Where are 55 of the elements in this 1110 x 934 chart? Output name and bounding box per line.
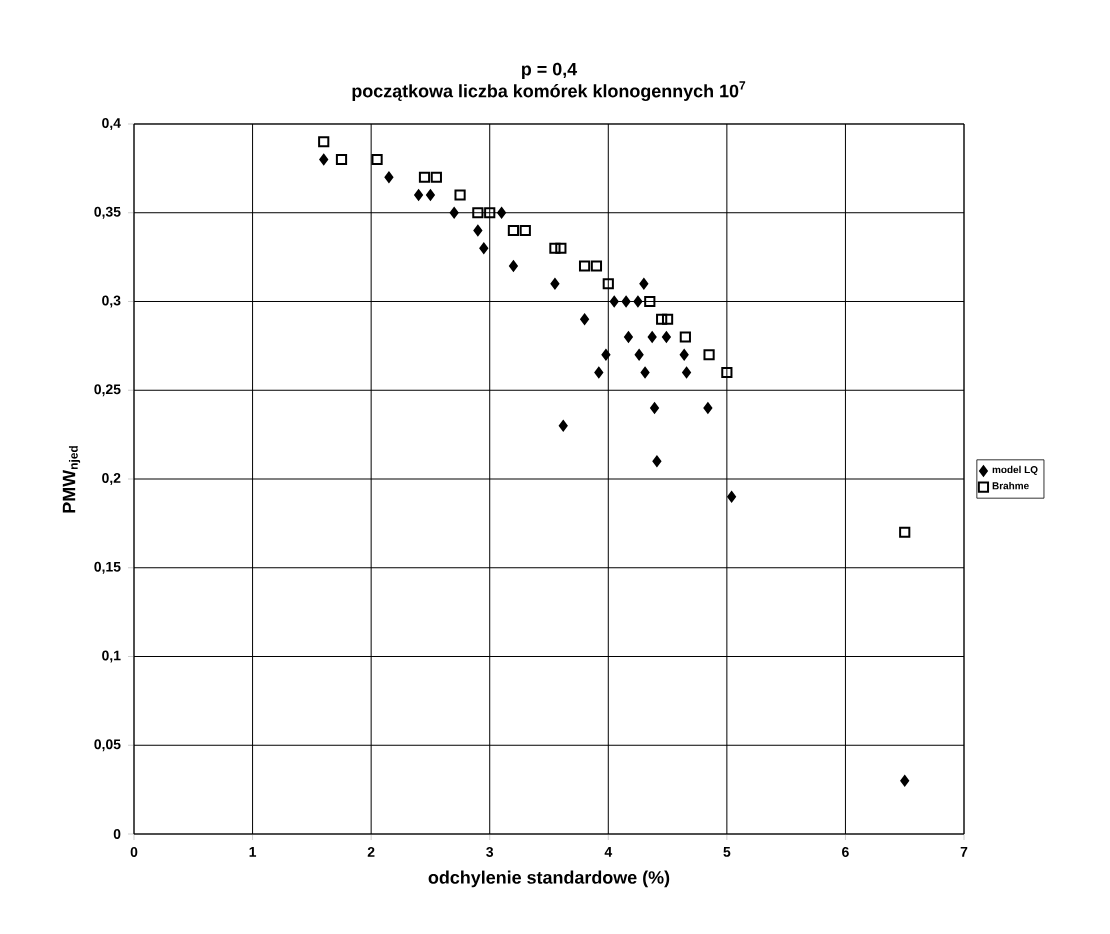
point [624,331,633,343]
point [430,171,442,183]
point [384,171,394,183]
point [601,349,611,361]
point [507,224,520,237]
point [484,207,496,219]
point [656,313,668,325]
y-axis-title: PMW$_{njed}$ [62,446,81,513]
point [644,295,656,308]
point [578,260,591,272]
point [640,366,650,379]
point [661,313,674,325]
point [371,153,383,166]
point [633,295,643,308]
point [508,260,518,272]
point [647,331,657,343]
point [609,295,619,308]
point [590,260,603,272]
point [634,349,644,361]
point [899,526,911,538]
chart-subtitle: początkowa liczba komórek klonogennych 10$^{7}$ [352,81,746,102]
point [335,153,348,166]
point [721,366,733,379]
point [425,189,435,201]
point [550,278,560,290]
point [900,775,910,787]
point [497,207,507,219]
point [639,278,649,290]
point [558,420,568,432]
point [519,224,531,237]
point [319,153,329,166]
point [473,224,483,237]
point [318,136,330,148]
point [454,189,466,201]
point [661,331,671,343]
point [594,366,604,379]
point [555,242,567,254]
point [414,189,424,201]
point [679,349,689,361]
point [650,402,659,414]
point [418,171,431,183]
point [602,278,614,290]
point [703,402,713,414]
point [652,455,662,467]
point [449,207,459,219]
point [703,349,715,361]
point [549,242,561,254]
point [479,242,489,254]
point [621,295,631,308]
point [472,207,484,219]
point [727,491,737,503]
x-axis-title: odchylenie standardowe (%) [428,870,670,888]
point [679,331,691,343]
point [580,313,590,325]
chart-title: p = 0,4 [522,62,578,79]
